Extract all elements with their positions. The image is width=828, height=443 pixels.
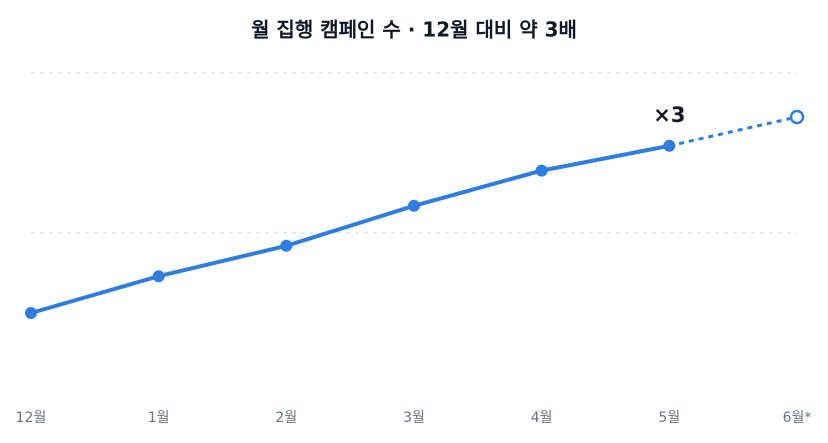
data-point bbox=[280, 239, 293, 252]
x-tick-label: 6월* bbox=[783, 410, 812, 426]
x-tick-label: 5월 bbox=[658, 410, 680, 426]
line-forecast bbox=[669, 115, 798, 148]
data-point bbox=[152, 270, 165, 283]
data-point bbox=[25, 307, 37, 319]
x-tick-label: 3월 bbox=[403, 410, 425, 426]
annotation: ×3 bbox=[653, 103, 685, 127]
data-point bbox=[408, 199, 420, 212]
data-point bbox=[663, 139, 676, 152]
x-tick-label: 4월 bbox=[531, 410, 553, 426]
x-tick-label: 2월 bbox=[275, 410, 297, 426]
data-point bbox=[535, 164, 548, 177]
line-actual bbox=[30, 143, 670, 315]
x-tick-label: 12월 bbox=[16, 410, 47, 426]
forecast-point bbox=[789, 109, 805, 125]
chart-title: 월 집행 캠페인 수 · 12월 대비 약 3배 bbox=[251, 18, 577, 42]
x-tick-label: 1월 bbox=[148, 410, 170, 426]
